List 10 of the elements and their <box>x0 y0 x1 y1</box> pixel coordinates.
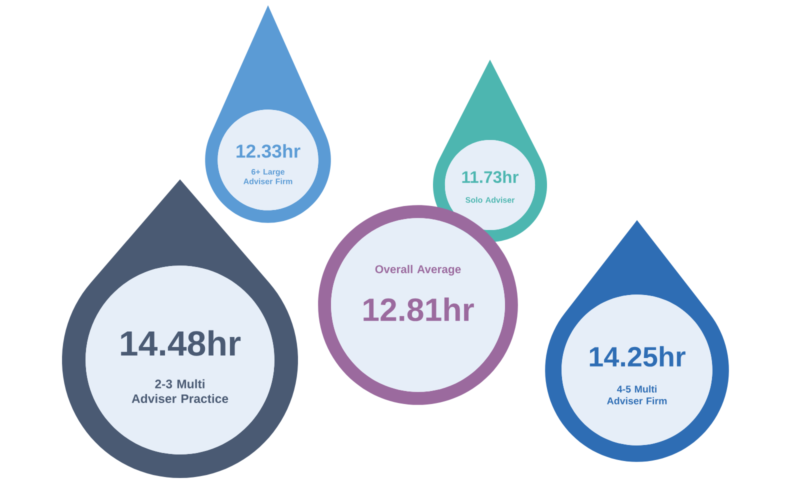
data-label: 12.81hr <box>364 298 474 322</box>
category-label: Solo Adviser <box>466 196 515 203</box>
data-label: 14.25hr <box>590 346 686 367</box>
data-label: 12.33hr <box>236 144 300 158</box>
data-label: 14.48hr <box>121 330 241 356</box>
category-label: 6+ Large Adviser Firm <box>244 168 292 184</box>
category-label: 2-3 Multi Adviser Practice <box>132 379 228 404</box>
category-label: Overall Average <box>375 264 461 276</box>
data-label: 11.73hr <box>462 170 519 184</box>
category-label: 4-5 Multi Adviser Firm <box>607 385 667 404</box>
